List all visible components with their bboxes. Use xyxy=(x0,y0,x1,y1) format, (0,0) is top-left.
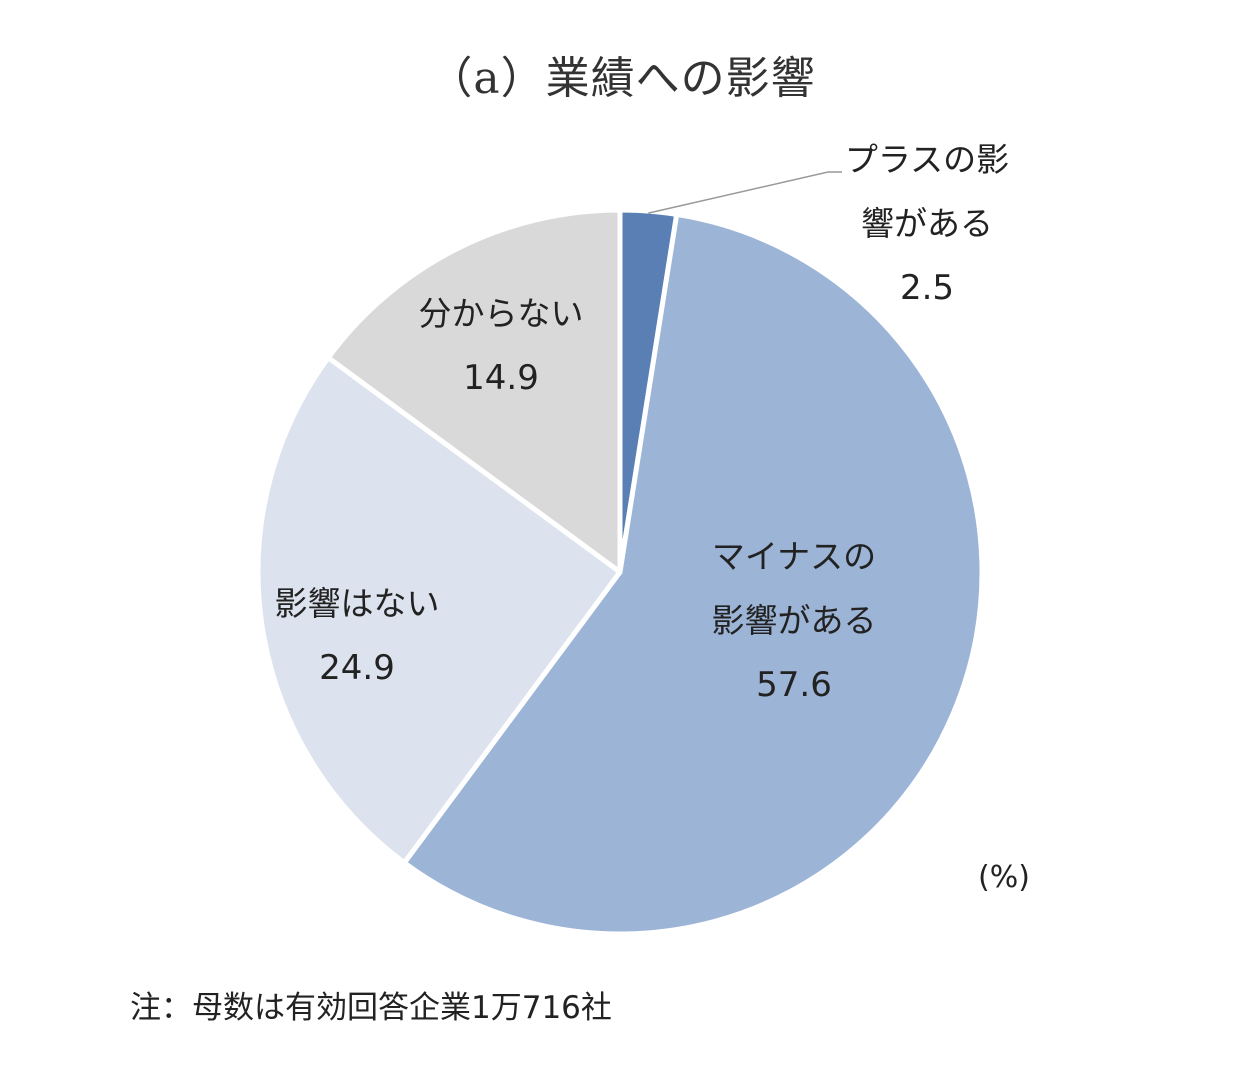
unit-label: (%) xyxy=(978,860,1030,895)
slice-label-unknown: 分からない 14.9 xyxy=(396,282,606,410)
slice-value-unknown: 14.9 xyxy=(463,358,539,398)
slice-unknown xyxy=(325,207,623,575)
slice-label-minus-line2: 影響がある xyxy=(711,601,877,640)
slice-value-none: 24.9 xyxy=(319,648,395,688)
slice-label-minus-line1: マイナスの xyxy=(711,537,877,576)
slice-minus xyxy=(401,211,985,937)
slice-label-plus-line1: プラスの影 xyxy=(844,140,1010,179)
slice-label-none: 影響はない 24.9 xyxy=(252,572,462,700)
slice-label-unknown-line1: 分からない xyxy=(418,294,584,333)
footnote: 注：母数は有効回答企業1万716社 xyxy=(130,990,612,1026)
chart-title: （a）業績への影響 xyxy=(428,53,816,104)
leader-lines xyxy=(648,171,842,214)
leader-line-plus xyxy=(648,171,842,214)
slice-label-minus: マイナスの 影響がある 57.6 xyxy=(684,525,904,717)
slice-label-plus: プラスの影 響がある 2.5 xyxy=(822,128,1032,320)
slice-none xyxy=(255,355,623,866)
slice-label-none-line1: 影響はない xyxy=(274,584,440,623)
slice-label-plus-line2: 響がある xyxy=(861,204,993,243)
slice-value-minus: 57.6 xyxy=(756,665,832,705)
pie-slices xyxy=(255,207,985,937)
slice-value-plus: 2.5 xyxy=(899,268,955,308)
